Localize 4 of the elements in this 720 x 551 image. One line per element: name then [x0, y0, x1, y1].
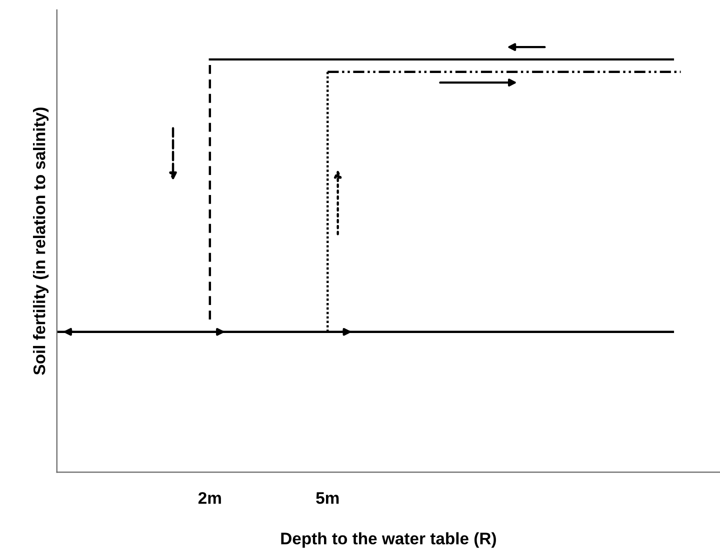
- y-axis-title: Soil fertility (in relation to salinity): [33, 108, 49, 375]
- x-axis-title: Depth to the water table (R): [281, 532, 496, 548]
- x-tick-label: 2m: [198, 492, 221, 504]
- x-tick-label: 5m: [316, 492, 339, 504]
